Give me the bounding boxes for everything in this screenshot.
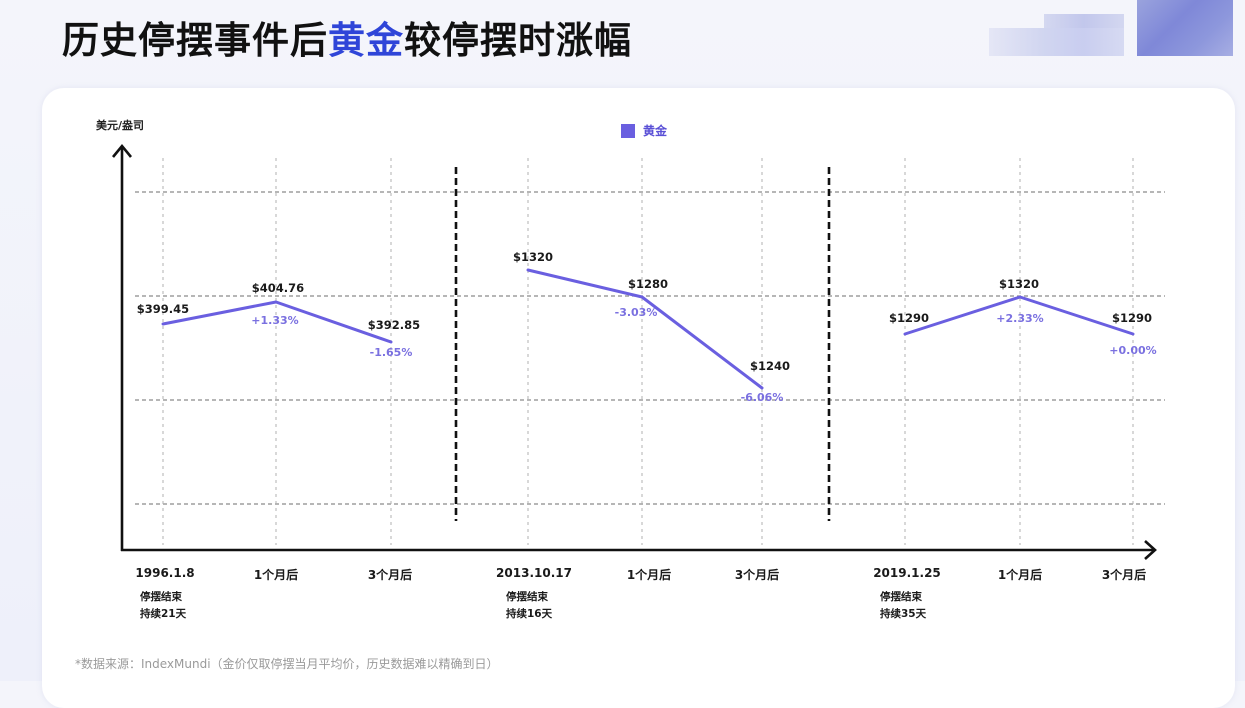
blurred-avatar-mosaic [1137,0,1233,56]
title-suffix: 较停摆时涨幅 [404,19,632,62]
pct-label: +2.33% [996,312,1044,325]
x-tick-label: 1996.1.8 [135,566,195,580]
value-label: $1320 [998,277,1040,291]
x-tick-label: 1个月后 [253,568,299,582]
value-label: $1320 [512,250,554,264]
data-source-footnote: *数据来源：IndexMundi（金价仅取停摆当月平均价，历史数据难以精确到日） [75,657,499,671]
series-line-2013 [526,268,764,390]
event-note-line: 持续21天 [140,608,187,620]
x-tick-label: 1个月后 [626,568,672,582]
value-label: $399.45 [136,302,190,316]
line-chart [111,143,1165,560]
y-axis-label: 美元/盎司 [96,119,145,132]
axes [111,143,1157,560]
event-note-line: 停摆结束 [880,591,922,603]
series-line-2019 [903,295,1135,336]
legend-label: 黄金 [643,124,668,138]
x-tick-label: 2013.10.17 [496,566,572,580]
pct-label: +1.33% [251,314,299,327]
pct-label: -1.65% [369,346,413,359]
event-note: 停摆结束持续16天 [506,589,552,623]
event-note: 停摆结束持续21天 [140,589,186,623]
title-highlight: 黄金 [328,19,404,62]
x-tick-label: 1个月后 [997,568,1043,582]
value-label: $1280 [627,277,669,291]
pct-label: -3.03% [614,306,658,319]
x-tick-label: 2019.1.25 [873,566,941,580]
horizontal-gridlines [135,191,1165,505]
value-label: $1240 [749,359,791,373]
title-prefix: 历史停摆事件后 [62,19,328,62]
x-tick-label: 3个月后 [367,568,413,582]
gold-series [161,268,1135,390]
value-label: $404.76 [251,281,305,295]
value-label: $1290 [888,311,930,325]
vertical-gridlines [162,158,1134,545]
event-note: 停摆结束持续35天 [880,589,926,623]
value-label: $392.85 [367,318,421,332]
value-label: $1290 [1111,311,1153,325]
legend-swatch [621,123,635,138]
x-tick-label: 3个月后 [1101,568,1147,582]
event-note-line: 持续16天 [506,608,553,620]
pct-label: +0.00% [1109,344,1157,357]
event-note-line: 停摆结束 [140,591,182,603]
page-title: 历史停摆事件后黄金较停摆时涨幅 [62,10,632,64]
event-note-line: 持续35天 [880,608,927,620]
event-dividers [454,167,831,521]
x-tick-label: 3个月后 [734,568,780,582]
pct-label: -6.06% [740,391,784,404]
chart-card [42,88,1235,708]
legend: 黄金 [621,122,667,139]
event-note-line: 停摆结束 [506,591,548,603]
series-line-1996 [161,300,393,344]
blurred-logo-mosaic [989,14,1124,56]
